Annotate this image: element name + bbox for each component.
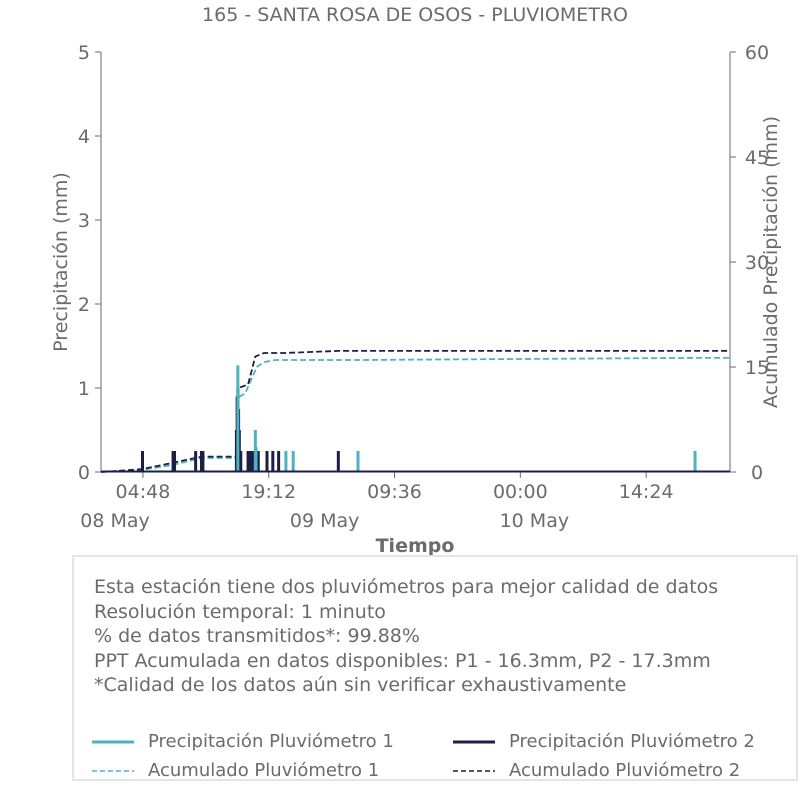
- info-line-quality-note: *Calidad de los datos aún sin verificar …: [94, 674, 627, 696]
- legend-item-p1: Precipitación Pluviómetro 1: [92, 731, 394, 752]
- legend-label-acc1: Acumulado Pluviómetro 1: [148, 760, 380, 781]
- y2-tick-label: 15: [745, 357, 769, 379]
- cumulative-line-p2: [100, 350, 730, 473]
- y2-axis-label: Acumulado Precipitación (mm): [760, 116, 782, 408]
- y-tick-label: 1: [78, 378, 90, 400]
- y2-tick-label: 0: [751, 462, 763, 484]
- legend-item-p2: Precipitación Pluviómetro 2: [453, 731, 755, 752]
- y2-tick-label: 60: [745, 42, 769, 64]
- y-tick-label: 5: [78, 42, 90, 64]
- x-tick-label: 09:36: [367, 481, 422, 503]
- legend-swatch-p2: [453, 740, 495, 743]
- precipitation-chart: 165 - SANTA ROSA DE OSOS - PLUVIOMETRO 0…: [50, 4, 782, 557]
- info-line-stations: Esta estación tiene dos pluviómetros par…: [94, 576, 719, 598]
- legend-swatch-acc1: [92, 769, 134, 772]
- x-date-label: 08 May: [80, 510, 150, 532]
- x-date-label: 10 May: [500, 510, 570, 532]
- y2-tick-label: 45: [745, 147, 769, 169]
- legend-swatch-p1: [92, 740, 134, 743]
- legend-swatch-acc2: [453, 769, 495, 772]
- x-axis-label: Tiempo: [376, 535, 455, 557]
- y2-tick-label: 30: [745, 252, 769, 274]
- x-date-label: 09 May: [290, 510, 360, 532]
- legend-item-acc1: Acumulado Pluviómetro 1: [92, 760, 379, 781]
- info-box: Esta estación tiene dos pluviómetros par…: [72, 555, 798, 781]
- x-tick-label: 19:12: [241, 481, 296, 503]
- y-tick-label: 0: [78, 462, 90, 484]
- legend: Precipitación Pluviómetro 1 Precipitació…: [92, 729, 792, 789]
- x-tick-label: 14:24: [619, 481, 674, 503]
- x-tick-label: 04:48: [116, 481, 171, 503]
- x-tick-label: 00:00: [493, 481, 548, 503]
- info-line-transmitted: % de datos transmitidos*: 99.88%: [94, 625, 420, 647]
- cumulative-line-p1: [100, 357, 730, 473]
- chart-title: 165 - SANTA ROSA DE OSOS - PLUVIOMETRO: [202, 4, 628, 26]
- y-tick-label: 2: [78, 294, 90, 316]
- legend-label-p1: Precipitación Pluviómetro 1: [148, 731, 394, 752]
- info-line-accumulated: PPT Acumulada en datos disponibles: P1 -…: [94, 649, 711, 672]
- legend-label-acc2: Acumulado Pluviómetro 2: [509, 760, 741, 781]
- y-tick-label: 4: [78, 126, 90, 148]
- y-tick-label: 3: [78, 210, 90, 232]
- legend-item-acc2: Acumulado Pluviómetro 2: [453, 760, 740, 781]
- info-line-resolution: Resolución temporal: 1 minuto: [94, 600, 386, 623]
- legend-label-p2: Precipitación Pluviómetro 2: [509, 731, 755, 752]
- y-axis-label: Precipitación (mm): [50, 172, 72, 352]
- info-lines: Esta estación tiene dos pluviómetros par…: [94, 575, 718, 698]
